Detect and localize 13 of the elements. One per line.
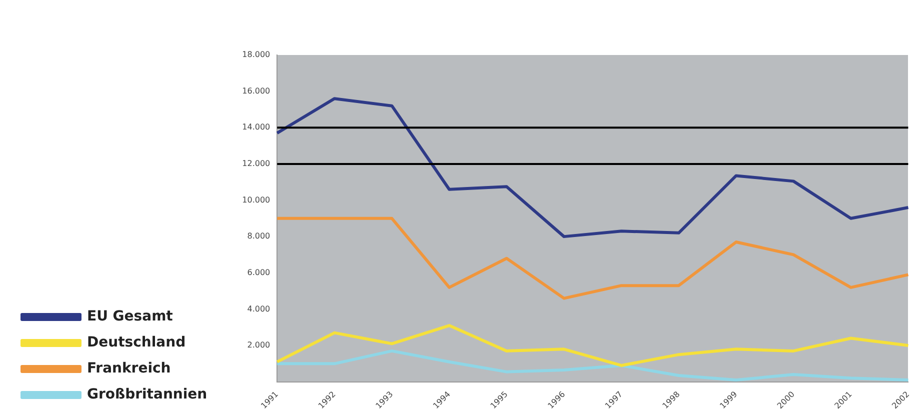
y-tick-label: 12.000 (242, 159, 270, 168)
legend-label: EU Gesamt (87, 308, 174, 325)
y-tick-label: 6.000 (247, 268, 270, 277)
legend-label: Großbritannien (87, 386, 208, 403)
y-tick-label: 16.000 (242, 86, 270, 96)
y-tick-label: 14.000 (242, 122, 270, 132)
y-tick-label: 18.000 (242, 50, 270, 60)
y-tick-label: 2.000 (247, 340, 270, 350)
y-tick-label: 4.000 (247, 304, 270, 314)
y-tick-label: 10.000 (242, 195, 270, 204)
legend-label: Deutschland (87, 334, 186, 351)
y-tick-label: 8.000 (247, 232, 270, 241)
legend-label: Frankreich (87, 360, 171, 377)
